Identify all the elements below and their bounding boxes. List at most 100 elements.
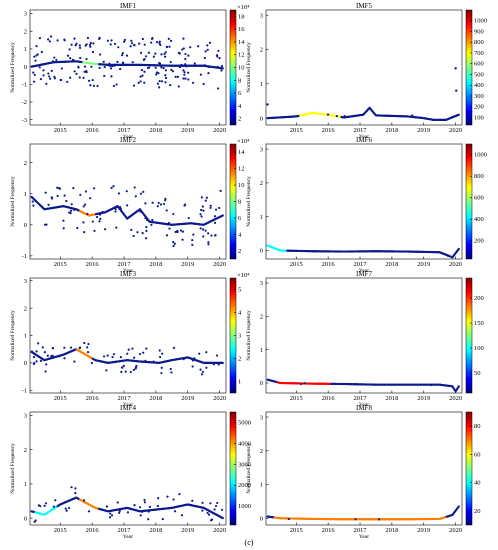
data-point [33,80,36,83]
data-point [191,365,194,368]
data-point [206,44,209,47]
data-point [180,63,183,66]
data-point [207,65,210,69]
data-point [457,385,460,388]
data-point [93,187,96,190]
data-point [198,352,201,355]
y-tick-label: 1 [260,482,263,489]
data-point [218,206,221,210]
data-point [91,220,94,223]
data-point [111,64,114,68]
data-point [146,218,149,222]
data-point [187,71,190,74]
data-point [45,223,48,226]
data-point [73,360,76,363]
data-point [73,37,76,40]
data-point [160,66,163,69]
data-point [165,209,168,212]
data-point [185,65,188,68]
data-point [157,497,160,500]
y-tick-label: 3 [24,11,27,18]
x-tick-label: 2017 [354,127,368,134]
data-point [110,39,113,42]
x-tick-label: 2015 [54,395,67,402]
data-point [158,62,161,65]
data-point [45,82,48,85]
data-point [131,61,134,64]
colorbar-tick-label: 150 [474,320,484,327]
data-point [119,356,123,359]
data-point [86,36,90,40]
data-point [133,504,136,507]
data-point [83,70,86,73]
data-point [150,37,154,40]
data-point [134,367,137,370]
data-point [59,78,62,82]
y-tick-label: -3 [22,117,27,124]
data-point [87,79,91,82]
data-point [183,73,186,76]
data-point [354,518,357,521]
data-point [162,202,166,206]
x-tick-label: 2017 [118,261,132,268]
data-point [172,212,175,216]
data-point [141,232,144,235]
y-tick-label: 1 [260,214,263,221]
data-points [266,244,460,259]
data-point [187,216,190,220]
x-tick-label: 2016 [322,261,336,268]
data-point [169,60,172,64]
data-point [182,69,185,72]
x-tick-label: 2016 [86,527,100,534]
y-tick-label: 3 [24,413,27,420]
data-point [147,51,150,54]
data-point [199,368,202,371]
x-tick-label: 2015 [290,395,303,402]
data-point [155,41,159,44]
data-point [119,67,122,71]
data-point [217,49,220,52]
data-point [32,362,36,366]
chart-title: IMF8 [356,404,372,412]
data-point [143,501,146,504]
data-point [213,508,216,511]
data-point [75,72,78,75]
data-point [109,43,112,46]
data-point [48,40,51,43]
x-tick-label: 2020 [213,127,226,134]
data-point [156,504,160,508]
x-tick-label: 2015 [290,261,303,268]
colorbar-tick-label: 400 [474,82,484,89]
data-point [142,190,145,193]
x-tick-label: 2020 [449,527,462,534]
data-point [32,204,35,207]
data-point [133,44,136,47]
data-point [54,499,57,502]
data-point [121,61,125,64]
x-tick-label: 2017 [118,127,132,134]
chart-title: IMF3 [120,270,136,278]
data-point [90,65,93,68]
y-tick-label: 3 [260,12,263,19]
data-point [191,359,194,362]
data-point [201,370,205,374]
data-point [204,50,207,53]
colorbar-tick-label: 600 [474,195,484,202]
y-axis-label: Normalized Frequency [246,42,252,93]
data-point [92,84,96,87]
data-points [30,341,224,376]
data-point [174,230,177,234]
data-point [165,234,169,237]
colorbar-tick-label: 2 [238,248,241,255]
data-point [193,62,196,65]
data-point [172,498,175,501]
x-tick-label: 2020 [449,395,462,402]
data-point [73,70,76,73]
data-point [407,250,410,253]
data-point [156,205,159,208]
data-point [158,349,161,352]
data-point [207,232,210,235]
x-tick-label: 2016 [86,395,100,402]
data-point [115,226,118,229]
x-tick-label: 2016 [322,395,336,402]
